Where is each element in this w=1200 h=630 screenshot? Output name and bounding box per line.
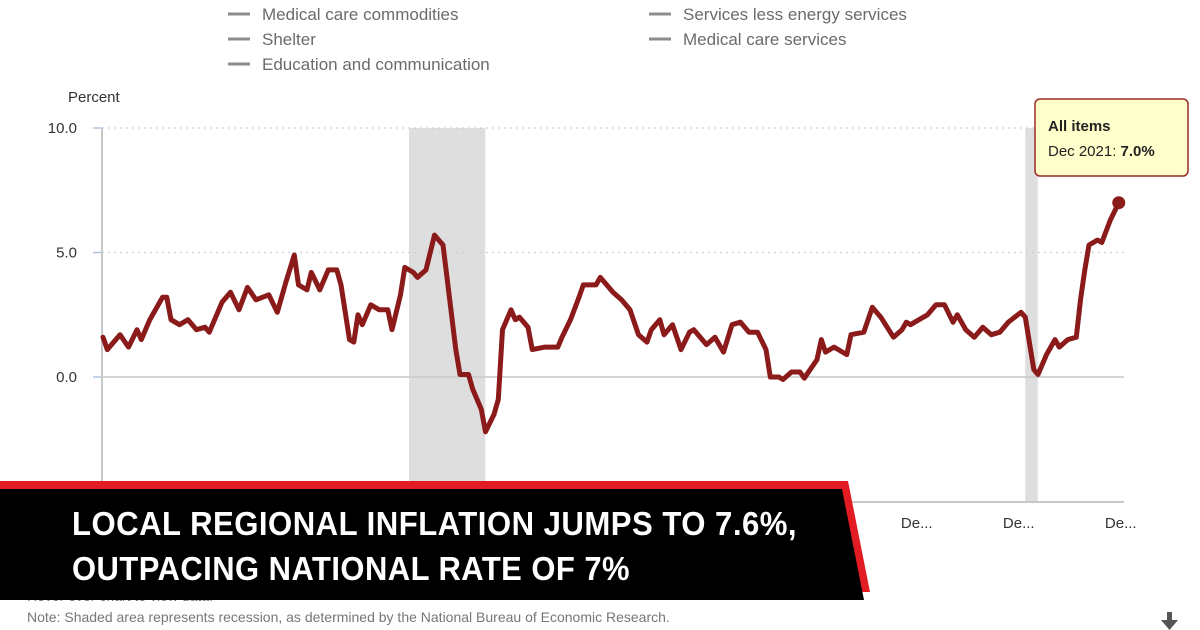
- legend-label: Services less energy services: [683, 5, 907, 24]
- x-axis-ticks: De... De... De...: [901, 515, 1137, 532]
- recession-band-0: [409, 128, 486, 502]
- tooltip-value-line: Dec 2021: 7.0%: [1048, 143, 1155, 160]
- x-tick-label: De...: [1003, 515, 1035, 532]
- legend-item-shelter[interactable]: Shelter: [228, 30, 316, 49]
- legend-label: Education and communication: [262, 55, 490, 74]
- y-tick-label: 0.0: [56, 369, 77, 386]
- tooltip-value: 7.0%: [1121, 143, 1155, 160]
- recession-shading: [409, 128, 1038, 502]
- banner-background: [0, 489, 864, 600]
- y-axis-title: Percent: [68, 89, 121, 106]
- recession-note: Note: Shaded area represents recession, …: [27, 609, 670, 625]
- legend: Medical care commodities Shelter Educati…: [228, 5, 907, 74]
- legend-item-services-less-energy-services[interactable]: Services less energy services: [649, 5, 907, 24]
- headline-line-1: LOCAL REGIONAL INFLATION JUMPS TO 7.6%,: [72, 505, 797, 542]
- tooltip-series: All items: [1048, 118, 1111, 135]
- legend-item-education-and-communication[interactable]: Education and communication: [228, 55, 490, 74]
- y-axis-ticks: 10.0 5.0 0.0: [48, 120, 102, 386]
- legend-label: Shelter: [262, 30, 316, 49]
- headline-banner: LOCAL REGIONAL INFLATION JUMPS TO 7.6%, …: [0, 481, 870, 600]
- y-tick-label: 5.0: [56, 245, 77, 262]
- legend-item-medical-care-commodities[interactable]: Medical care commodities: [228, 5, 459, 24]
- y-tick-label: 10.0: [48, 120, 77, 137]
- series-line-all-items[interactable]: [100, 200, 1122, 435]
- tooltip-box: [1034, 98, 1189, 177]
- tooltip: All items Dec 2021: 7.0%: [1034, 98, 1189, 177]
- y-gridlines: [102, 127, 1124, 378]
- headline-line-2: OUTPACING NATIONAL RATE OF 7%: [72, 550, 630, 587]
- legend-item-medical-care-services[interactable]: Medical care services: [649, 30, 846, 49]
- x-tick-label: De...: [901, 515, 933, 532]
- x-tick-label: De...: [1105, 515, 1137, 532]
- data-point-dec-2021[interactable]: [1112, 196, 1126, 210]
- download-arrow-icon[interactable]: [1161, 612, 1178, 630]
- recession-band-1: [1025, 128, 1038, 502]
- legend-label: Medical care services: [683, 30, 846, 49]
- tooltip-date: Dec 2021:: [1048, 143, 1121, 160]
- legend-label: Medical care commodities: [262, 5, 459, 24]
